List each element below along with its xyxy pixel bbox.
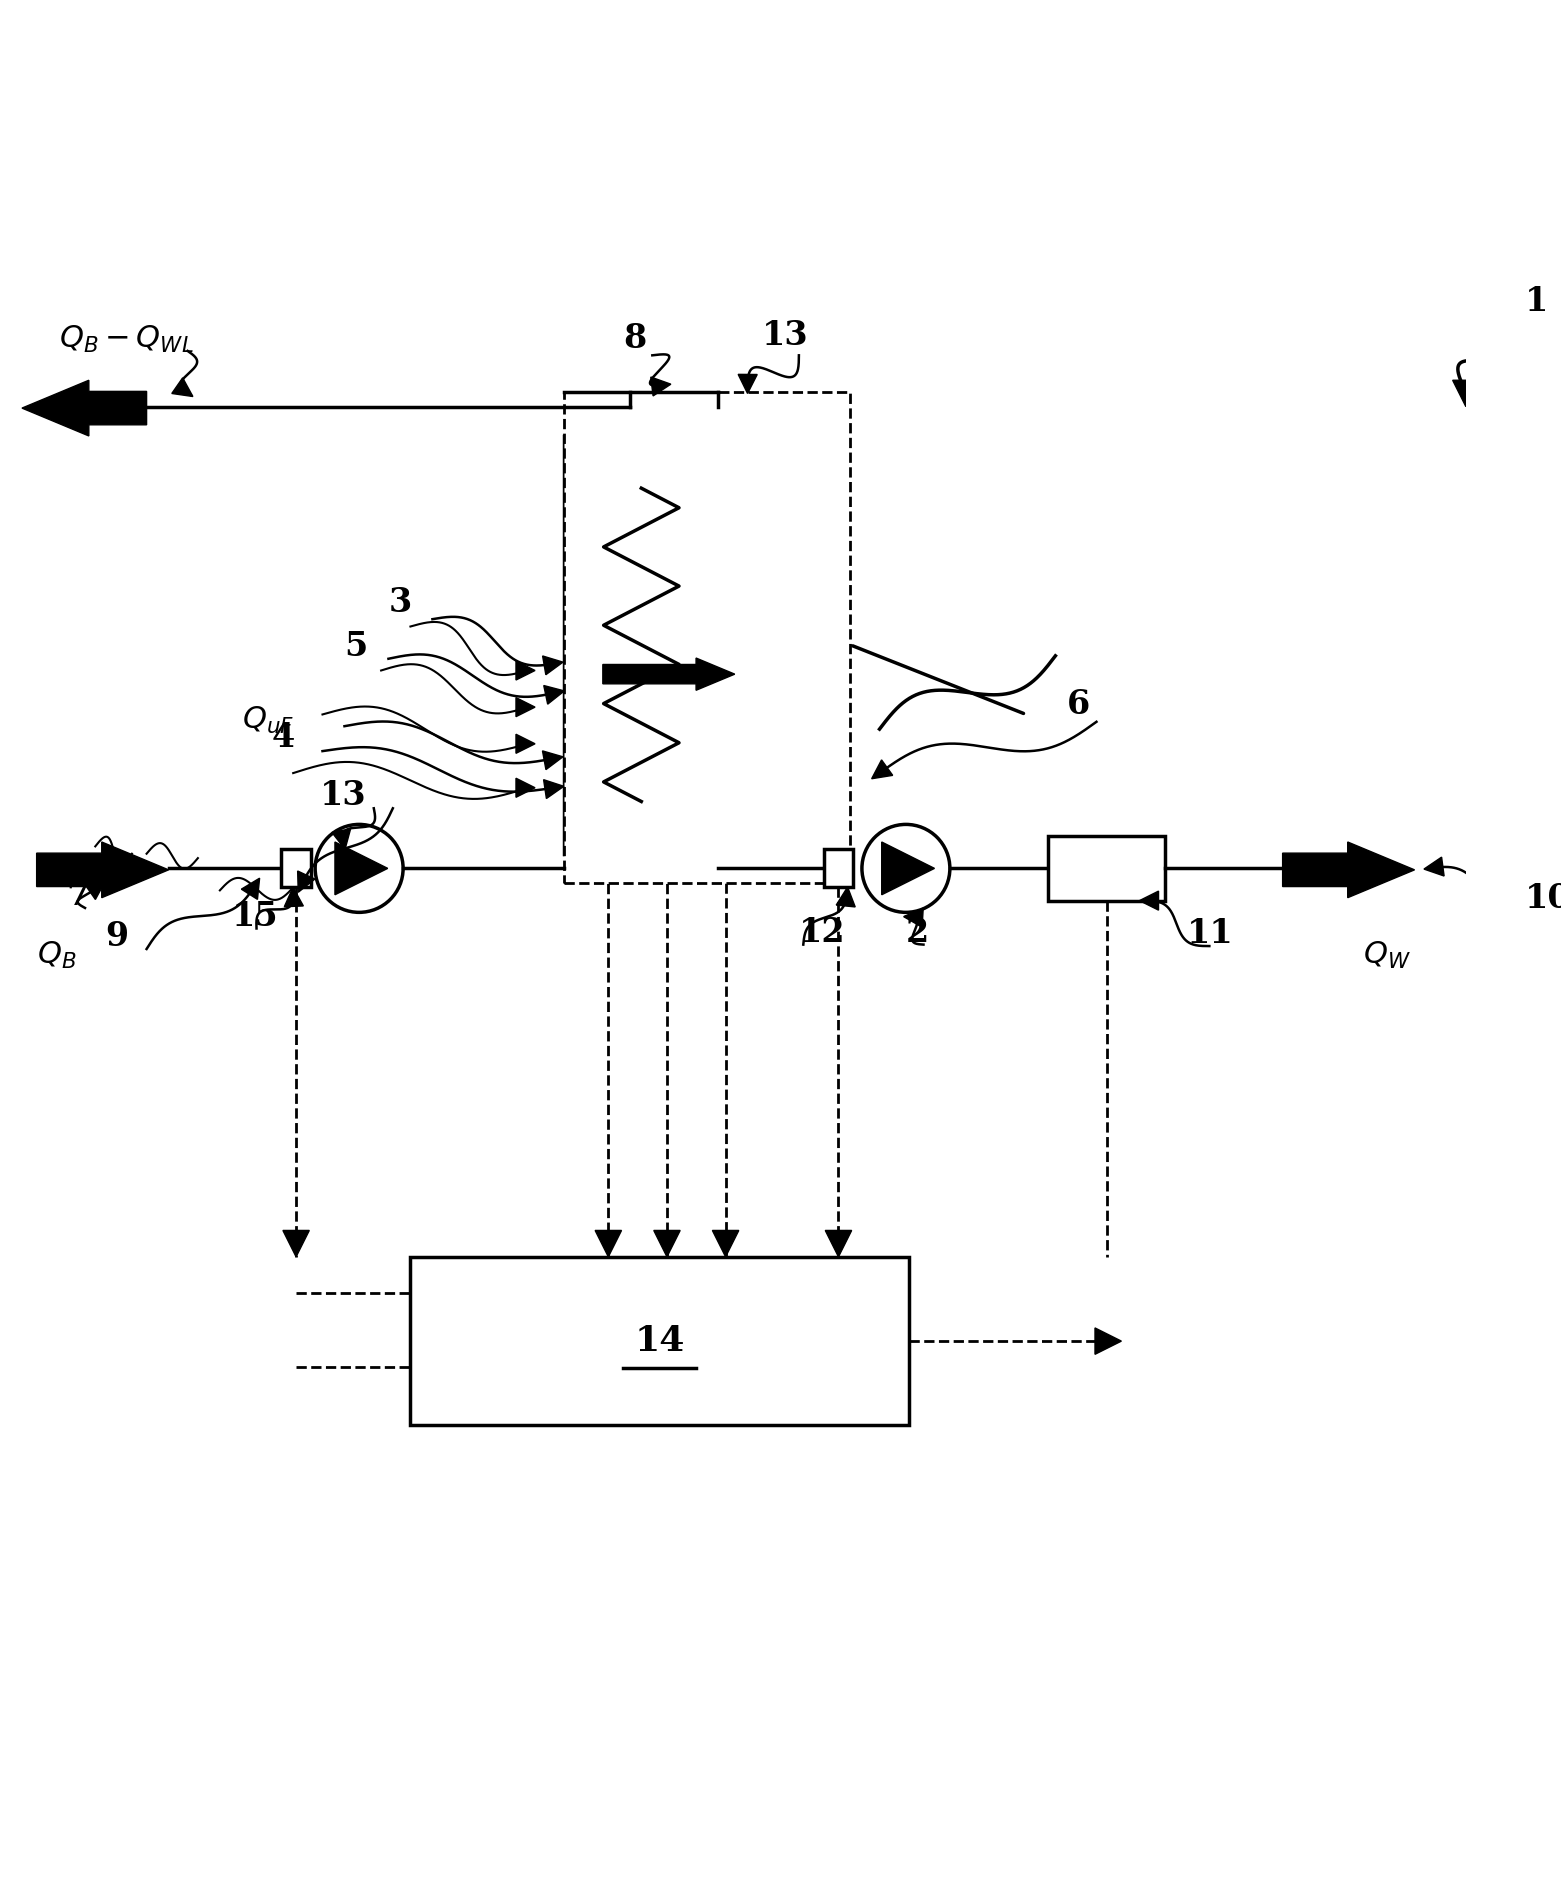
Polygon shape xyxy=(654,1230,681,1256)
Text: 2: 2 xyxy=(905,915,929,949)
Polygon shape xyxy=(603,659,735,691)
Polygon shape xyxy=(83,883,105,900)
Text: 11: 11 xyxy=(1188,917,1235,951)
Bar xyxy=(565,437,718,854)
Text: 3: 3 xyxy=(389,586,412,619)
Bar xyxy=(565,393,851,883)
Text: $Q_B$: $Q_B$ xyxy=(36,940,76,970)
Polygon shape xyxy=(1094,1329,1121,1355)
Polygon shape xyxy=(826,1230,852,1256)
Text: 10: 10 xyxy=(1525,883,1561,915)
Polygon shape xyxy=(1453,380,1480,406)
Polygon shape xyxy=(517,735,535,754)
Text: 5: 5 xyxy=(345,630,368,662)
Polygon shape xyxy=(332,829,351,848)
Polygon shape xyxy=(36,843,169,898)
Polygon shape xyxy=(172,378,194,397)
Polygon shape xyxy=(543,685,565,704)
Polygon shape xyxy=(651,378,671,397)
Polygon shape xyxy=(882,843,935,894)
Text: 14: 14 xyxy=(634,1325,685,1359)
Polygon shape xyxy=(904,909,923,928)
Polygon shape xyxy=(242,879,259,900)
Text: 9: 9 xyxy=(106,921,128,953)
Polygon shape xyxy=(283,1230,309,1256)
Polygon shape xyxy=(1469,381,1499,410)
Polygon shape xyxy=(517,661,535,679)
Polygon shape xyxy=(22,380,147,437)
Bar xyxy=(281,848,311,888)
Polygon shape xyxy=(1424,858,1444,877)
Polygon shape xyxy=(595,1230,621,1256)
Text: 13: 13 xyxy=(762,319,809,351)
Polygon shape xyxy=(543,780,564,799)
Polygon shape xyxy=(543,657,564,674)
Text: 13: 13 xyxy=(320,780,367,812)
Polygon shape xyxy=(871,759,893,778)
Polygon shape xyxy=(712,1230,738,1256)
Polygon shape xyxy=(1283,843,1414,898)
Bar xyxy=(411,1256,909,1425)
Text: 12: 12 xyxy=(799,915,846,949)
Bar xyxy=(1047,837,1166,902)
Text: 15: 15 xyxy=(231,900,278,932)
Text: $Q_{uF}$: $Q_{uF}$ xyxy=(242,706,293,736)
Text: $Q_B - Q_{WL}$: $Q_B - Q_{WL}$ xyxy=(59,325,194,355)
Polygon shape xyxy=(738,374,757,393)
Polygon shape xyxy=(517,698,535,717)
Text: 6: 6 xyxy=(1068,689,1091,721)
Polygon shape xyxy=(298,871,315,892)
Polygon shape xyxy=(837,886,855,907)
Text: 4: 4 xyxy=(272,721,295,754)
Text: 1: 1 xyxy=(1525,285,1549,319)
Text: $Q_W$: $Q_W$ xyxy=(1363,940,1411,970)
Bar xyxy=(824,848,854,888)
Polygon shape xyxy=(543,752,564,769)
Polygon shape xyxy=(336,843,387,894)
Polygon shape xyxy=(517,778,535,797)
Text: 7: 7 xyxy=(66,879,89,913)
Polygon shape xyxy=(1140,890,1158,911)
Text: 8: 8 xyxy=(623,323,646,355)
Polygon shape xyxy=(284,886,303,907)
